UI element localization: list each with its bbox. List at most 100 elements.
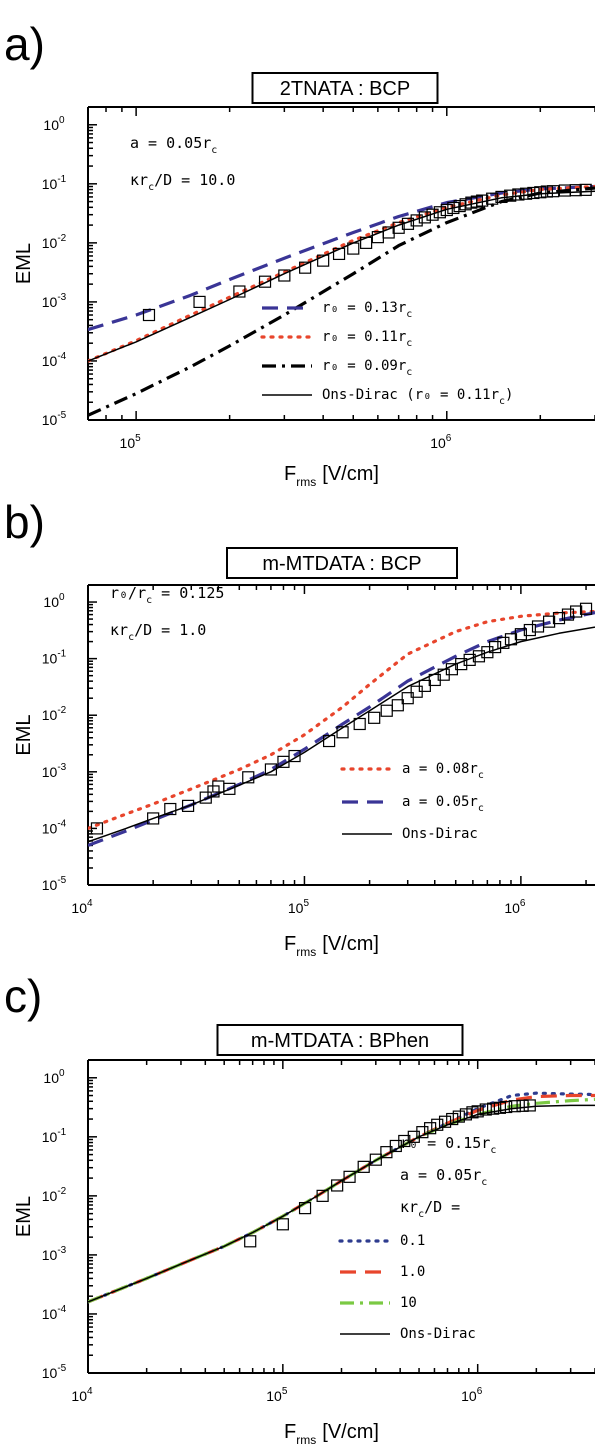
data-point — [476, 194, 489, 207]
plot-area — [88, 602, 595, 847]
annotation: a = 0.05rc — [130, 134, 217, 156]
annotation: r₀ = 0.15rc — [400, 1134, 496, 1156]
data-point — [410, 214, 423, 227]
annotation: a = 0.05rc — [400, 1166, 487, 1188]
y-tick-label: 10-2 — [42, 1186, 67, 1204]
legend-label: Ons-Dirac — [402, 826, 478, 842]
title-box — [216, 1024, 464, 1056]
x-axis-title: Frms [V/cm] — [284, 933, 379, 959]
annotation: κrc/D = 1.0 — [110, 621, 206, 643]
chart-title: m-MTDATA : BCP — [262, 553, 421, 575]
data-point — [561, 608, 575, 621]
x-tick-label: 104 — [71, 1386, 93, 1404]
y-tick-label: 10-4 — [42, 351, 67, 369]
plot-area — [88, 1091, 595, 1304]
y-tick-label: 10-5 — [42, 875, 67, 893]
series-line-0 — [88, 1091, 595, 1304]
data-point — [523, 1099, 536, 1112]
data-point — [540, 185, 553, 198]
data-point — [323, 734, 336, 748]
x-tick-label: 105 — [266, 1386, 288, 1404]
y-tick-label: 100 — [43, 592, 65, 610]
data-point — [276, 1218, 289, 1231]
y-tick-label: 10-3 — [42, 1245, 67, 1263]
data-point — [433, 206, 446, 219]
data-point — [452, 1110, 465, 1123]
data-point — [569, 184, 582, 197]
annotation: κrc/D = — [400, 1198, 460, 1220]
data-point — [147, 812, 160, 825]
y-tick-label: 10-3 — [42, 762, 67, 780]
data-point — [142, 308, 156, 322]
y-tick-label: 10-5 — [42, 1363, 67, 1381]
data-point — [488, 640, 502, 654]
y-tick-label: 10-5 — [42, 410, 67, 428]
data-point — [407, 1130, 420, 1143]
series-line-2 — [88, 186, 595, 417]
plot-area — [88, 183, 595, 417]
legend-label: 10 — [400, 1295, 417, 1311]
legend-label: 0.1 — [400, 1233, 425, 1249]
data-point — [463, 653, 476, 666]
data-point — [504, 189, 517, 202]
title-box — [226, 547, 458, 579]
data-point — [438, 1115, 452, 1128]
data-point — [447, 201, 460, 215]
data-point — [242, 771, 255, 784]
data-point — [331, 1179, 344, 1192]
annotation: r₀/rc = 0.125 — [110, 584, 224, 606]
data-point — [516, 1099, 529, 1112]
data-point — [264, 763, 278, 776]
data-point — [90, 822, 104, 835]
chart-panel-2: 104 105 106 100 10-1 10-2 10-3 10-4 10-5 Frms [V/c… — [4, 970, 595, 1447]
data-point — [486, 192, 499, 205]
y-tick-label: 10-2 — [42, 705, 67, 723]
data-point — [479, 1103, 492, 1116]
data-point — [223, 782, 236, 795]
legend-label: a = 0.05rc — [402, 794, 484, 814]
data-point — [258, 275, 272, 288]
data-point — [332, 247, 346, 261]
data-point — [523, 623, 536, 637]
legend-label: r₀ = 0.11rc — [322, 329, 412, 349]
panel-label: b) — [4, 496, 45, 548]
x-tick-label: 106 — [504, 898, 526, 916]
chart-title: m-MTDATA : BPhen — [251, 1030, 429, 1052]
data-point — [455, 658, 468, 671]
data-point — [298, 1202, 312, 1215]
data-point — [382, 226, 395, 239]
x-tick-label: 106 — [461, 1386, 483, 1404]
data-point — [357, 1160, 370, 1173]
data-point — [512, 188, 525, 201]
data-point — [164, 802, 177, 816]
y-tick-label: 10-4 — [42, 818, 67, 836]
data-point — [199, 791, 212, 804]
data-point — [508, 1100, 521, 1113]
y-axis-title: EML — [13, 1196, 35, 1237]
data-point — [391, 699, 404, 712]
data-point — [431, 1118, 444, 1131]
y-tick-label: 10-2 — [42, 233, 67, 251]
data-point — [380, 1146, 393, 1159]
data-point — [336, 726, 349, 739]
data-point — [495, 190, 508, 204]
y-tick-label: 10-3 — [42, 292, 67, 310]
data-point — [446, 1112, 459, 1126]
data-point — [401, 692, 414, 705]
chart-panel-1: 104 105 106 100 10-1 10-2 10-3 10-4 10-5 Frms [V/c… — [4, 496, 595, 959]
data-point — [497, 636, 510, 649]
data-point — [360, 236, 373, 249]
y-tick-label: 10-1 — [42, 174, 67, 192]
data-point — [542, 615, 556, 628]
data-point — [459, 1108, 473, 1121]
data-point — [398, 1134, 411, 1148]
data-point — [369, 1153, 382, 1166]
data-point — [527, 186, 540, 200]
data-point — [392, 221, 405, 234]
data-point — [401, 217, 415, 230]
data-point — [519, 187, 533, 200]
y-tick-label: 100 — [43, 1068, 65, 1086]
data-point — [424, 1122, 437, 1135]
data-point — [514, 628, 527, 641]
